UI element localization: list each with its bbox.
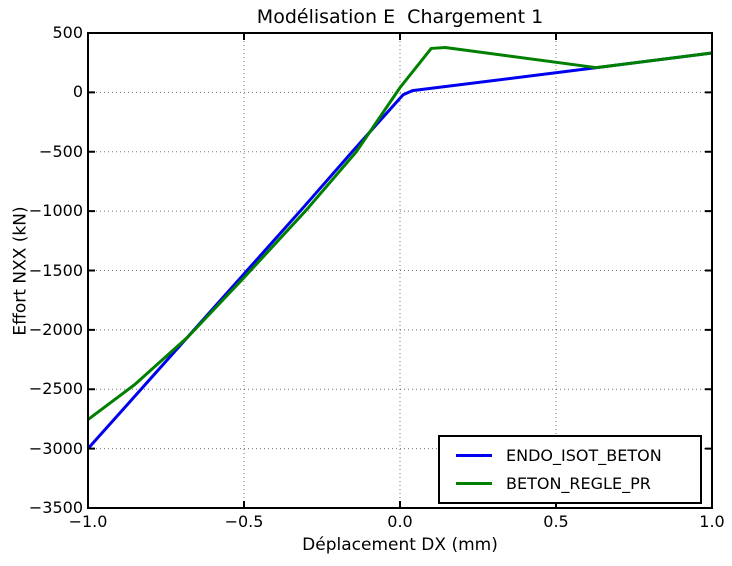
y-tick-label: −1500 xyxy=(28,260,83,280)
y-tick-label: −3500 xyxy=(28,498,83,517)
y-tick-label: 500 xyxy=(52,23,83,42)
legend-label: ENDO_ISOT_BETON xyxy=(506,446,662,465)
legend-line-sample-green xyxy=(456,482,492,485)
legend-entry-endo-isot-beton: ENDO_ISOT_BETON xyxy=(456,446,700,465)
y-tick-label: 0 xyxy=(72,82,83,102)
x-tick-label: 0.0 xyxy=(387,512,413,531)
legend-label: BETON_REGLE_PR xyxy=(506,474,651,493)
legend: ENDO_ISOT_BETON BETON_REGLE_PR xyxy=(438,435,702,504)
legend-entry-beton-regle-pr: BETON_REGLE_PR xyxy=(456,474,700,493)
axes-frame xyxy=(87,32,713,509)
series-line-beton_regle_pr xyxy=(87,45,713,421)
x-axis-label: Déplacement DX (mm) xyxy=(302,535,498,555)
legend-line-sample-blue xyxy=(456,454,492,457)
chart-title: Modélisation E Chargement 1 xyxy=(256,6,544,28)
x-tick-label: −0.5 xyxy=(224,512,264,531)
y-tick-label: −3000 xyxy=(28,438,83,458)
x-tick-label: −1.0 xyxy=(68,512,108,531)
x-tick-label: 0.5 xyxy=(543,512,569,531)
x-tick-label: 1.0 xyxy=(699,512,725,531)
y-tick-label: −2000 xyxy=(28,319,83,339)
y-tick-label: −1000 xyxy=(28,201,83,221)
y-tick-label: −2500 xyxy=(28,379,83,399)
y-tick-label: −500 xyxy=(39,141,83,161)
